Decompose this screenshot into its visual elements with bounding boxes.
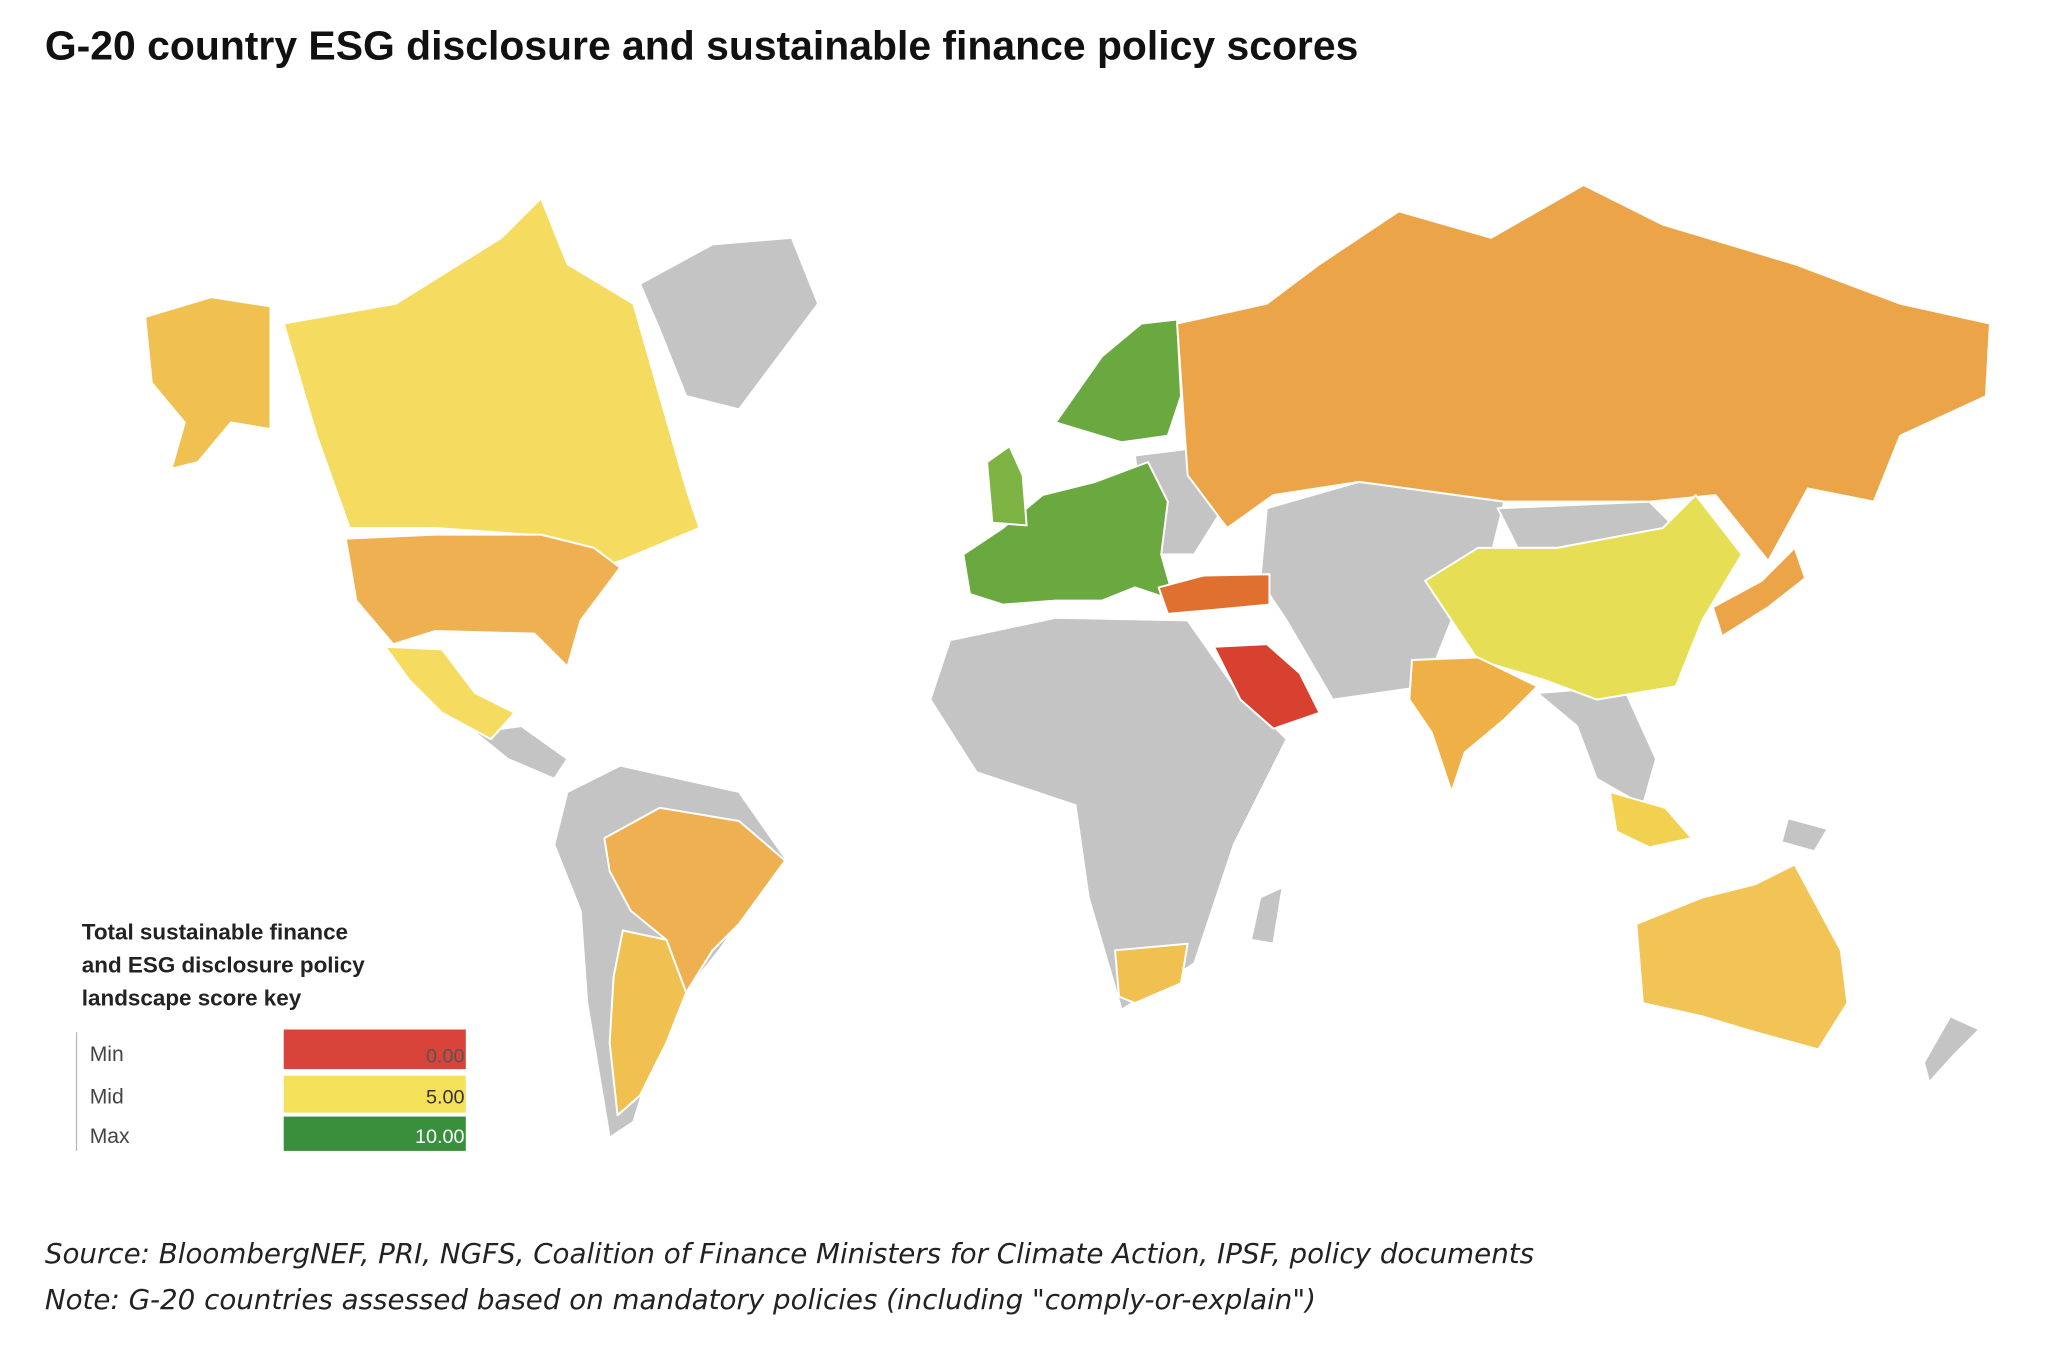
alaska [144,296,272,470]
madagascar [1249,885,1284,945]
brazil [603,806,787,994]
legend-swatch-min [283,1029,466,1070]
africa [929,616,1288,1011]
note: Note: G-20 countries assessed based on m… [45,1283,1316,1316]
canada [282,197,701,576]
legend: Total sustainable finance and ESG disclo… [75,920,466,1151]
legend-title: Total sustainable finance [82,920,348,945]
japan [1711,546,1807,638]
usa [344,533,622,668]
legend-title: landscape score key [82,986,302,1011]
legend-value: 0.00 [426,1045,465,1067]
central-america [474,724,569,780]
legend-swatch-mid [283,1075,466,1113]
europe [962,461,1176,606]
southeast-asia [1536,685,1658,807]
legend-label: Mid [90,1085,124,1108]
australia [1635,863,1849,1051]
legend-label: Min [90,1043,124,1066]
greenland [639,236,820,411]
indonesia [1608,790,1693,849]
india [1408,656,1539,793]
argentina [608,929,688,1117]
scandinavia [1054,318,1183,444]
uk [986,445,1028,527]
legend-value: 5.00 [426,1086,465,1108]
legend-title: and ESG disclosure policy [82,953,365,978]
papua [1780,817,1829,853]
south-africa [1114,942,1189,1005]
russia [1176,183,1991,563]
new-zealand [1922,1015,1981,1084]
source: Source: BloombergNEF, PRI, NGFS, Coaliti… [45,1237,1534,1270]
legend-label: Max [90,1125,130,1148]
china [1424,494,1743,701]
legend-swatch-max [283,1116,466,1151]
world-map [144,183,1991,1139]
saudi-arabia [1213,643,1321,730]
legend-value: 10.00 [415,1126,465,1148]
turkey [1157,573,1271,615]
mexico [384,645,516,741]
title: G-20 country ESG disclosure and sustaina… [45,23,1358,69]
